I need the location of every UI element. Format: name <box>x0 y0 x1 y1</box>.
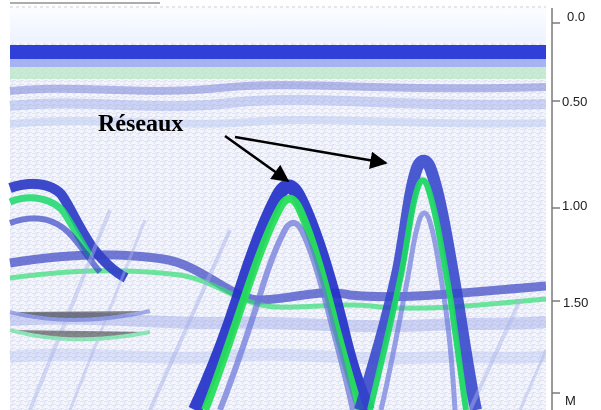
annotation-group: Réseaux <box>98 111 388 183</box>
depth-tick-label-2: 1.00 <box>562 198 587 213</box>
arrow-to-left-network <box>224 134 290 183</box>
surface-band-light <box>10 59 546 67</box>
hyperbola-right <box>354 154 482 410</box>
annotation-label: Réseaux <box>98 111 183 137</box>
surface-band-dark <box>10 45 546 59</box>
left-reflector <box>8 178 129 283</box>
surface-band-green <box>10 67 546 79</box>
depth-tick-label-3: 1.50 <box>563 295 588 310</box>
depth-unit-label: M <box>565 393 576 408</box>
top-fade <box>10 0 546 42</box>
arrow-to-right-network <box>234 135 388 169</box>
depth-scale: 0.0 0.50 1.00 1.50 M <box>546 0 601 410</box>
scale-panel <box>546 0 601 410</box>
hyperbola-left <box>188 179 375 410</box>
depth-tick-label-0: 0.0 <box>567 9 585 24</box>
depth-tick-label-1: 0.50 <box>562 94 587 109</box>
clutter-lines <box>9 209 548 410</box>
